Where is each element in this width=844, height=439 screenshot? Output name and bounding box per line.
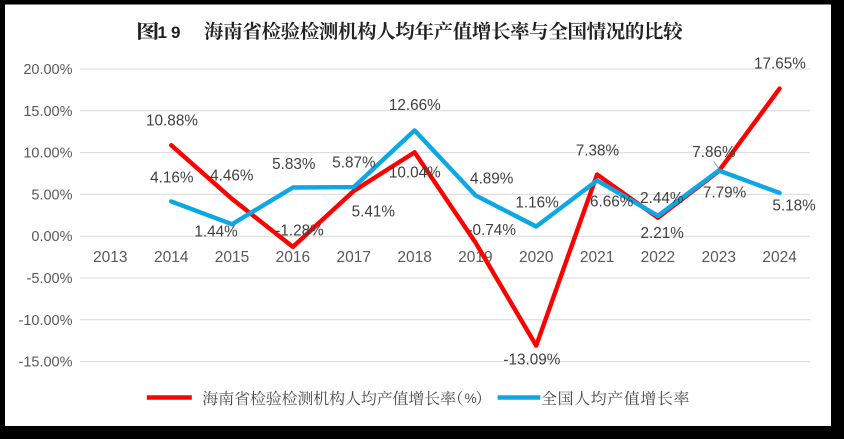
svg-text:6.66%: 6.66% [590,194,634,211]
svg-text:10.04%: 10.04% [389,164,441,181]
svg-text:4.16%: 4.16% [150,170,194,187]
svg-text:5.18%: 5.18% [772,197,816,214]
svg-text:2018: 2018 [397,249,431,266]
svg-text:-10.00%: -10.00% [18,313,72,329]
svg-text:-13.09%: -13.09% [503,352,560,369]
svg-text:-15.00%: -15.00% [18,355,72,371]
svg-text:7.38%: 7.38% [576,142,620,159]
svg-text:7.86%: 7.86% [692,144,736,161]
svg-text:20.00%: 20.00% [23,62,72,78]
svg-text:2022: 2022 [641,249,675,266]
svg-text:7.79%: 7.79% [703,185,747,202]
svg-text:10.88%: 10.88% [146,113,198,130]
svg-text:-5.00%: -5.00% [27,271,73,287]
svg-text:2014: 2014 [154,249,189,266]
svg-text:5.41%: 5.41% [352,203,396,220]
svg-text:2013: 2013 [93,249,127,266]
svg-text:-0.74%: -0.74% [467,222,516,239]
svg-text:2.21%: 2.21% [641,225,685,242]
svg-text:5.87%: 5.87% [332,154,376,171]
svg-text:17.65%: 17.65% [754,55,806,72]
svg-text:%: % [465,391,477,406]
svg-text:2024: 2024 [762,249,797,266]
svg-text:2021: 2021 [580,249,614,266]
svg-text:5.83%: 5.83% [272,156,316,173]
svg-text:2016: 2016 [276,249,310,266]
svg-text:2020: 2020 [519,249,554,266]
svg-text:5.00%: 5.00% [31,187,72,203]
svg-text:15.00%: 15.00% [23,104,72,120]
svg-text:19: 19 [158,23,185,42]
svg-text:12.66%: 12.66% [389,97,441,114]
svg-text:10.00%: 10.00% [23,146,72,162]
svg-text:1.16%: 1.16% [515,194,559,211]
svg-text:2015: 2015 [215,249,249,266]
svg-text:2017: 2017 [336,249,370,266]
svg-text:-1.28%: -1.28% [275,223,324,240]
svg-text:1.44%: 1.44% [194,223,238,240]
svg-text:4.46%: 4.46% [210,167,254,184]
svg-text:2023: 2023 [702,249,736,266]
svg-text:2.44%: 2.44% [640,190,684,207]
svg-text:0.00%: 0.00% [31,229,72,245]
svg-text:4.89%: 4.89% [470,171,514,188]
